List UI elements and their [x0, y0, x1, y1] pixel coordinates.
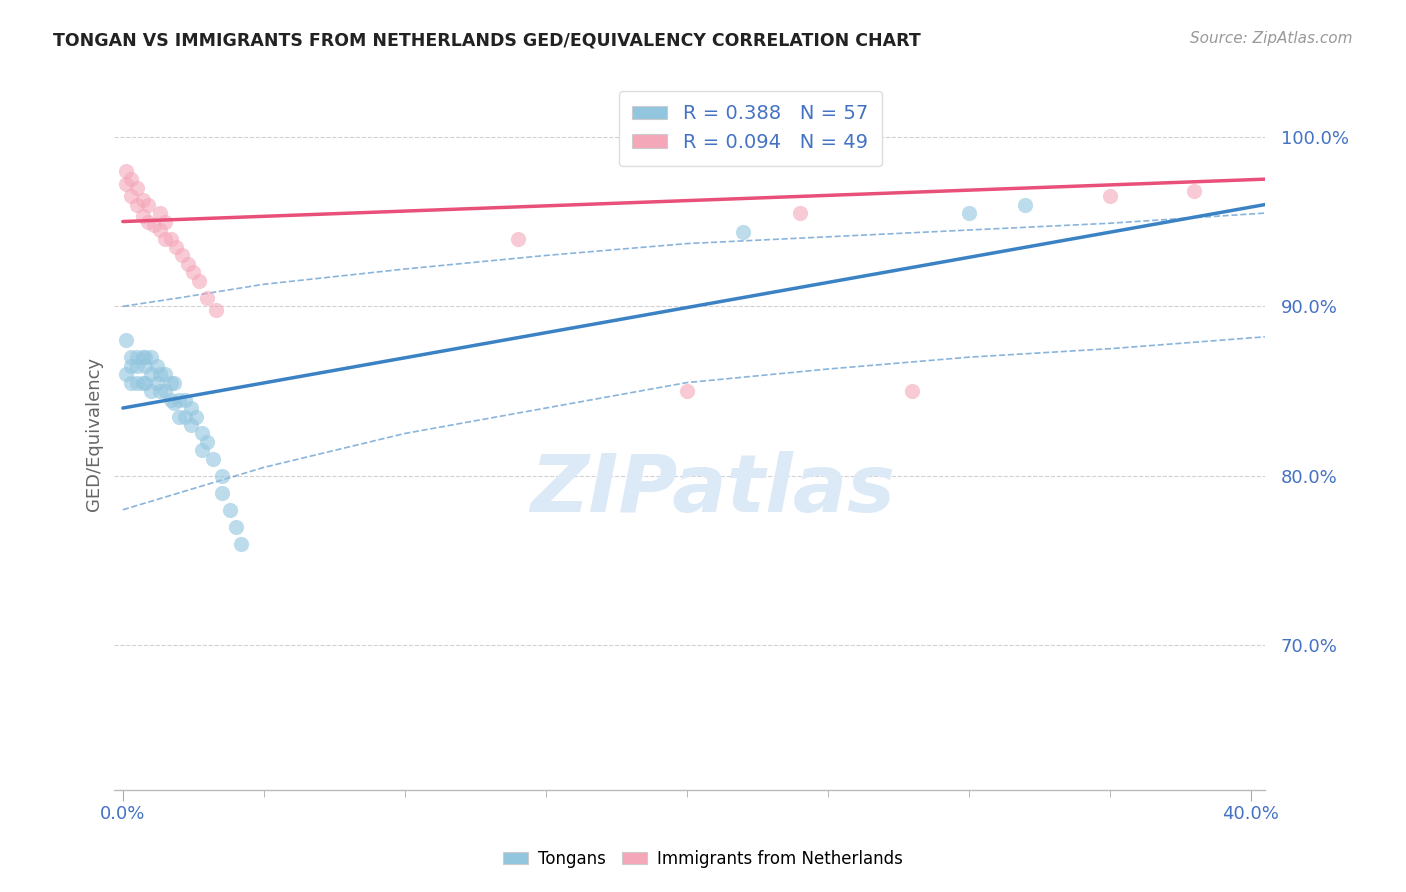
Point	[131, 350, 153, 364]
Point	[145, 376, 167, 390]
Point	[148, 384, 170, 398]
Point	[191, 443, 214, 458]
Point	[901, 384, 924, 398]
Point	[1014, 197, 1036, 211]
Point	[148, 367, 170, 381]
Point	[174, 409, 197, 424]
Point	[120, 189, 142, 203]
Point	[162, 376, 184, 390]
Point	[177, 257, 200, 271]
Point	[162, 396, 184, 410]
Point	[957, 206, 980, 220]
Point	[125, 376, 148, 390]
Point	[159, 376, 181, 390]
Point	[134, 359, 156, 373]
Point	[231, 537, 253, 551]
Y-axis label: GED/Equivalency: GED/Equivalency	[86, 357, 103, 510]
Point	[211, 485, 233, 500]
Point	[188, 274, 211, 288]
Point	[167, 392, 190, 407]
Point	[139, 350, 162, 364]
Point	[1098, 189, 1121, 203]
Point	[186, 409, 208, 424]
Point	[114, 178, 136, 192]
Point	[174, 392, 197, 407]
Point	[120, 350, 142, 364]
Point	[159, 231, 181, 245]
Point	[136, 214, 159, 228]
Point	[139, 384, 162, 398]
Point	[159, 392, 181, 407]
Point	[153, 231, 176, 245]
Point	[202, 451, 225, 466]
Point	[191, 426, 214, 441]
Point	[183, 265, 205, 279]
Point	[125, 197, 148, 211]
Point	[148, 206, 170, 220]
Point	[675, 384, 697, 398]
Point	[153, 367, 176, 381]
Point	[197, 434, 219, 449]
Point	[506, 231, 529, 245]
Point	[148, 223, 170, 237]
Point	[180, 417, 202, 432]
Point	[134, 350, 156, 364]
Point	[131, 376, 153, 390]
Point	[197, 291, 219, 305]
Point	[165, 240, 187, 254]
Point	[120, 359, 142, 373]
Point	[167, 409, 190, 424]
Point	[125, 359, 148, 373]
Point	[134, 376, 156, 390]
Point	[125, 350, 148, 364]
Point	[205, 302, 228, 317]
Text: Source: ZipAtlas.com: Source: ZipAtlas.com	[1189, 31, 1353, 46]
Point	[145, 359, 167, 373]
Point	[153, 384, 176, 398]
Point	[114, 367, 136, 381]
Point	[120, 376, 142, 390]
Text: TONGAN VS IMMIGRANTS FROM NETHERLANDS GED/EQUIVALENCY CORRELATION CHART: TONGAN VS IMMIGRANTS FROM NETHERLANDS GE…	[53, 31, 921, 49]
Point	[131, 193, 153, 207]
Point	[142, 218, 165, 232]
Point	[180, 401, 202, 415]
Point	[172, 248, 194, 262]
Text: ZIPatlas: ZIPatlas	[530, 451, 896, 530]
Point	[733, 225, 755, 239]
Point	[139, 367, 162, 381]
Point	[211, 468, 233, 483]
Point	[1182, 184, 1205, 198]
Point	[153, 214, 176, 228]
Point	[225, 519, 247, 533]
Legend: Tongans, Immigrants from Netherlands: Tongans, Immigrants from Netherlands	[496, 844, 910, 875]
Point	[114, 163, 136, 178]
Point	[219, 502, 242, 516]
Point	[114, 333, 136, 347]
Point	[125, 180, 148, 194]
Point	[136, 197, 159, 211]
Point	[789, 206, 811, 220]
Point	[120, 172, 142, 186]
Legend: R = 0.388   N = 57, R = 0.094   N = 49: R = 0.388 N = 57, R = 0.094 N = 49	[619, 91, 882, 166]
Point	[131, 210, 153, 224]
